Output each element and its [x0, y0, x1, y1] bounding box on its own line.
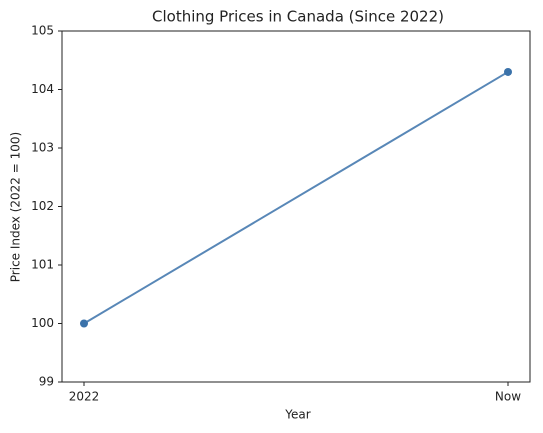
- y-tick-label: 102: [31, 199, 54, 213]
- x-tick-label: Now: [495, 390, 521, 404]
- y-tick-label: 101: [31, 258, 54, 272]
- x-axis-label: Year: [284, 408, 310, 422]
- y-tick-label: 100: [31, 316, 54, 330]
- y-axis-label: Price Index (2022 = 100): [9, 132, 23, 282]
- plot-frame: [61, 30, 531, 383]
- y-tick-label: 99: [39, 375, 54, 389]
- y-tick-label: 104: [31, 82, 54, 96]
- y-tick-label: 103: [31, 141, 54, 155]
- chart-title: Clothing Prices in Canada (Since 2022): [152, 8, 444, 26]
- marker: [504, 67, 512, 76]
- y-tick-label: 105: [31, 24, 54, 38]
- line: [83, 71, 509, 325]
- x-tick-label: 2022: [69, 390, 100, 404]
- marker: [80, 319, 88, 328]
